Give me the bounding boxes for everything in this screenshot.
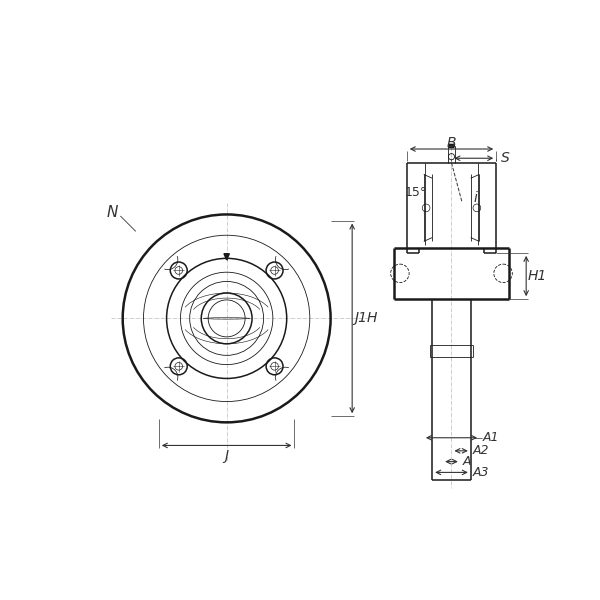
Text: S: S xyxy=(501,151,510,165)
Text: H1: H1 xyxy=(527,269,547,283)
Text: A1: A1 xyxy=(482,431,499,444)
Polygon shape xyxy=(224,254,229,260)
Text: A: A xyxy=(462,455,471,468)
Text: J1H: J1H xyxy=(355,311,378,325)
Text: J: J xyxy=(224,449,229,463)
Text: A2: A2 xyxy=(472,445,489,457)
Text: N: N xyxy=(107,205,118,220)
Polygon shape xyxy=(448,145,455,148)
Text: B: B xyxy=(447,136,456,150)
Text: 15°: 15° xyxy=(404,185,427,199)
Text: A3: A3 xyxy=(472,466,489,479)
Text: i: i xyxy=(473,191,477,205)
